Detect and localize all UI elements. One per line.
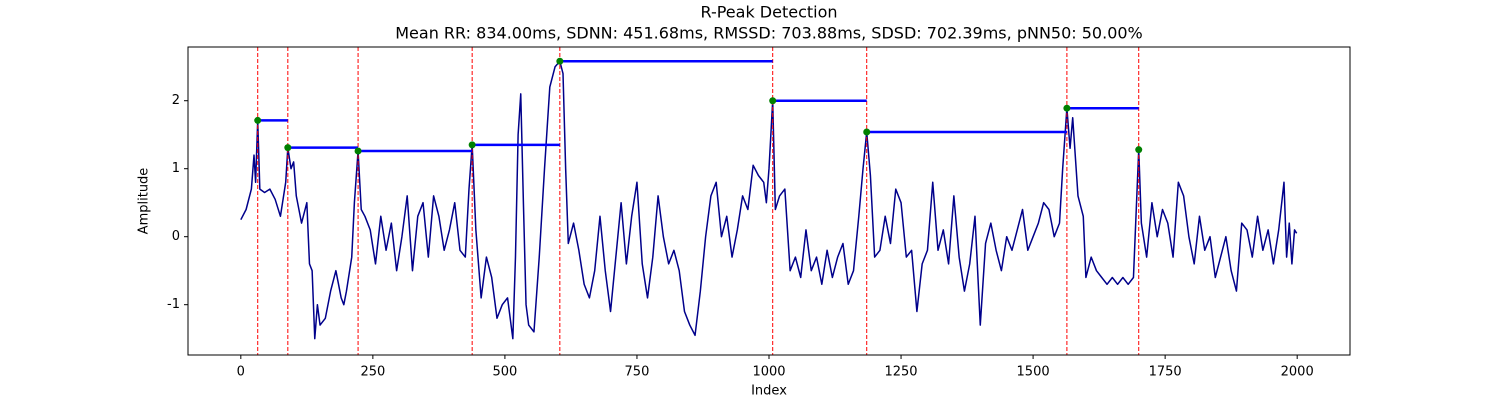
r-peak bbox=[863, 128, 871, 136]
x-tick-label: 750 bbox=[625, 365, 650, 380]
r-peak bbox=[284, 144, 292, 152]
r-peak bbox=[254, 116, 262, 124]
r-peak bbox=[769, 97, 777, 105]
r-peak bbox=[1063, 104, 1071, 112]
axes-frame bbox=[187, 46, 1351, 356]
y-axis-label: Amplitude bbox=[137, 168, 152, 235]
x-tick-label: 0 bbox=[237, 365, 245, 380]
x-tick-label: 1500 bbox=[1017, 365, 1050, 380]
chart-subtitle: Mean RR: 834.00ms, SDNN: 451.68ms, RMSSD… bbox=[395, 24, 1143, 43]
plot-area bbox=[240, 47, 1298, 355]
r-peak bbox=[354, 147, 362, 155]
x-axis-label: Index bbox=[751, 384, 787, 399]
y-tick-label: 1 bbox=[172, 161, 180, 176]
y-tick-label: 0 bbox=[172, 229, 180, 244]
x-tick-label: 2000 bbox=[1281, 365, 1314, 380]
y-tick-label: 2 bbox=[172, 93, 180, 108]
x-tick-label: 1750 bbox=[1149, 365, 1182, 380]
r-peak bbox=[556, 57, 564, 65]
r-peak bbox=[1135, 146, 1143, 154]
chart-title: R-Peak Detection bbox=[700, 3, 837, 22]
y-tick-label: -1 bbox=[167, 297, 180, 312]
signal-line bbox=[240, 60, 1298, 340]
x-tick-label: 1000 bbox=[752, 365, 785, 380]
x-tick-label: 500 bbox=[492, 365, 517, 380]
r-peak bbox=[468, 141, 476, 149]
x-tick-label: 1250 bbox=[884, 365, 917, 380]
x-tick-label: 250 bbox=[360, 365, 385, 380]
